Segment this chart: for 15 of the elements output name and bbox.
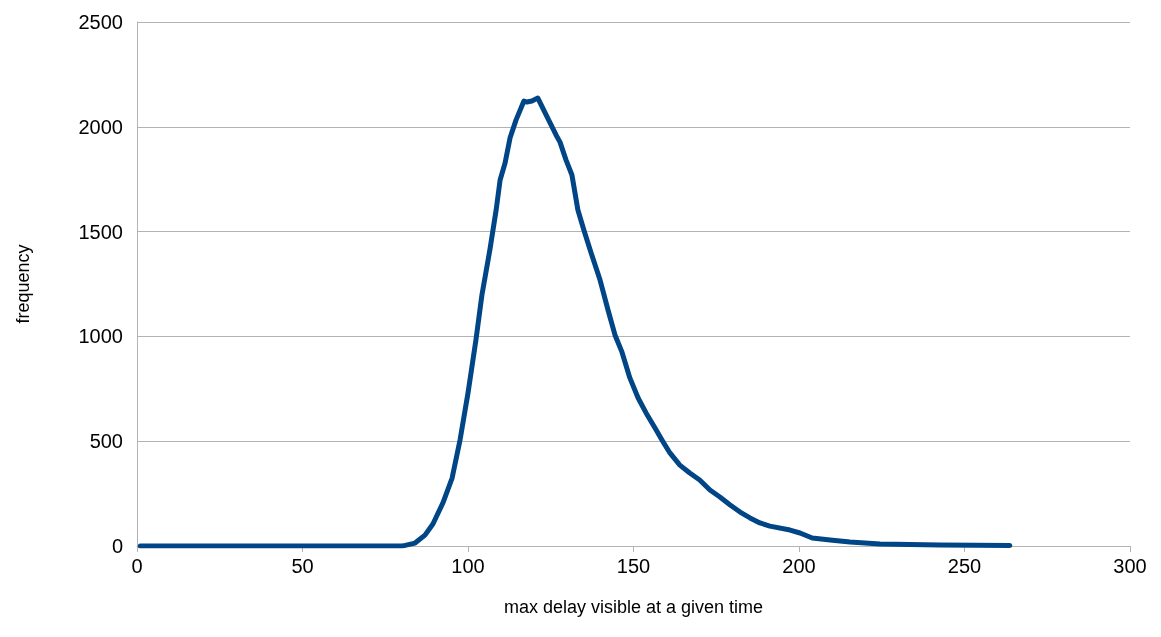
y-tick-label: 2500 — [78, 11, 123, 33]
x-tick-label: 0 — [131, 555, 143, 577]
x-axis-title: max delay visible at a given time — [503, 597, 764, 617]
x-tick-label: 250 — [947, 555, 982, 577]
y-tick-label: 1000 — [78, 325, 123, 348]
x-tick-label: 200 — [782, 555, 816, 577]
x-tick-label: 300 — [1113, 555, 1147, 577]
y-tick-label: 2000 — [78, 115, 123, 138]
x-tick-label: 50 — [291, 555, 314, 577]
y-tick-label: 500 — [89, 430, 123, 453]
x-tick-label: 150 — [616, 555, 651, 577]
y-tick-label: 1500 — [78, 220, 123, 243]
y-tick-label: 0 — [111, 535, 123, 557]
y-axis-title: frequency — [13, 244, 33, 324]
x-tick-label: 100 — [451, 555, 485, 577]
